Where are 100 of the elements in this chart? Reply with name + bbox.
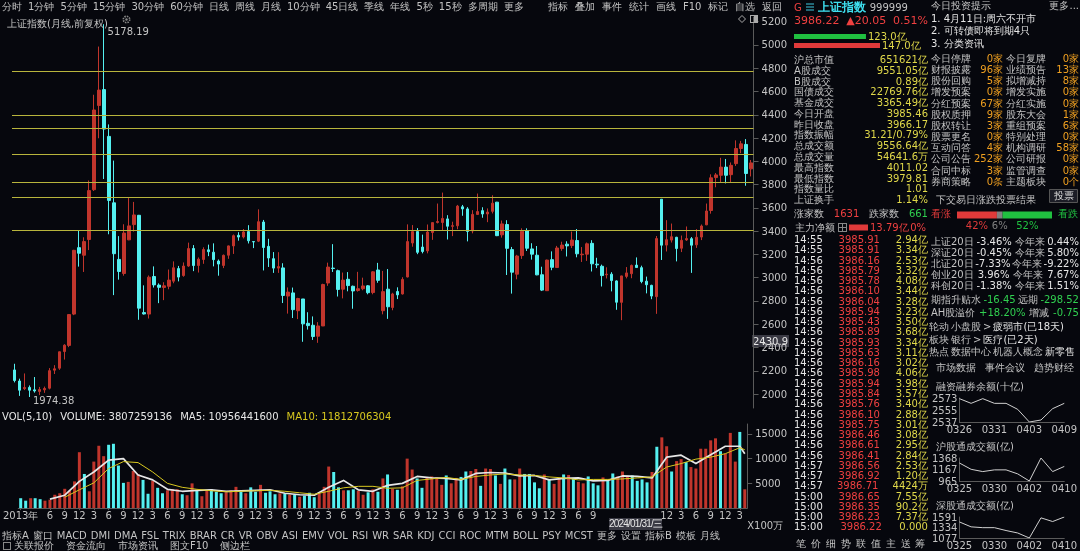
candlestick	[286, 286, 290, 315]
text: 1.14%	[896, 194, 928, 206]
text: 互动问答	[931, 142, 971, 154]
y-tick-label: 3200	[761, 248, 787, 260]
y-tick-label: 4600	[761, 85, 787, 97]
candlestick	[665, 219, 668, 252]
text: 医疗(已2天)	[983, 333, 1038, 346]
candlestick	[107, 123, 111, 235]
x-tick-label: 9	[61, 509, 68, 521]
text: 0条	[986, 175, 1003, 187]
bar	[102, 456, 106, 509]
bar	[283, 493, 287, 509]
candlestick	[411, 224, 414, 248]
candlestick	[625, 266, 628, 279]
text: 总成交量	[794, 151, 834, 163]
x-tick-label: 9	[237, 509, 245, 521]
candlestick	[237, 231, 240, 242]
text: 拟增减持	[1006, 75, 1046, 87]
text: F10	[683, 0, 702, 13]
candlestick	[451, 221, 454, 237]
bar	[635, 480, 639, 509]
x-tick-label: 0410	[1051, 539, 1077, 551]
candlestick	[33, 376, 36, 394]
text: 最低指数	[794, 172, 834, 185]
text: 14:56	[794, 398, 823, 410]
bar	[107, 444, 111, 509]
x-tick-label: 3	[90, 509, 98, 521]
candlestick	[376, 262, 380, 284]
x-tick-label: 3	[560, 509, 567, 521]
bar	[440, 484, 444, 509]
bar	[425, 477, 429, 509]
bar	[268, 491, 272, 509]
text: 0家	[1062, 86, 1079, 98]
text: 31.21/0.79%	[864, 129, 928, 141]
text: BOLL	[512, 530, 539, 541]
text: 指标A	[2, 530, 29, 541]
text: 0.89亿	[895, 75, 928, 87]
x-tick-label: 6	[222, 509, 230, 521]
annotation: 3985.91	[838, 234, 880, 245]
text: >	[973, 333, 982, 346]
bar	[259, 484, 263, 509]
x-tick-label: 6	[516, 509, 523, 521]
text: 国债成交	[794, 86, 834, 98]
text: 机器人概念	[993, 346, 1043, 359]
text: 资金流向	[66, 540, 106, 551]
text: VOLUME: 3807259136	[60, 411, 173, 423]
bar	[293, 494, 297, 509]
text: 返回	[762, 0, 783, 13]
text: 公司研报	[1006, 153, 1046, 165]
data-label: 13.79亿	[870, 222, 909, 233]
annotation: 3986.16	[838, 254, 880, 266]
candlestick	[232, 233, 235, 255]
text: 14:56	[794, 295, 823, 307]
x-tick-label: 0402	[1016, 482, 1043, 494]
text: 54641.6万	[876, 151, 928, 163]
text: 联	[855, 537, 866, 550]
text: 3.44亿	[895, 285, 928, 297]
text: 细	[826, 537, 837, 550]
bar	[43, 500, 47, 509]
text: CR	[220, 530, 235, 541]
text: 2. 可转债即将到期4只	[931, 25, 1032, 38]
x-tick-label: 3	[443, 509, 450, 521]
line-series	[958, 516, 1065, 539]
text: 1.01	[905, 183, 928, 195]
bar	[156, 487, 160, 509]
candlestick	[401, 276, 404, 296]
text: 4424万	[892, 480, 928, 492]
candlestick	[655, 235, 658, 315]
candlestick	[371, 270, 375, 295]
bar	[185, 495, 189, 509]
text: 股票更名	[931, 131, 971, 143]
text: 3.40亿	[895, 398, 928, 410]
bar	[542, 474, 546, 509]
text: 热点	[929, 346, 949, 359]
x-tick-label: 12	[366, 509, 380, 521]
y-tick-label: 2555	[932, 404, 958, 416]
bar	[547, 479, 551, 509]
text: 3家	[986, 164, 1003, 176]
bar	[606, 479, 610, 509]
y-tick-label: 1368	[932, 452, 958, 464]
text: 7.37亿	[895, 511, 928, 523]
text: 今日停牌	[931, 53, 971, 64]
bar	[430, 476, 434, 509]
bar	[400, 486, 404, 509]
text: 股权质押	[931, 108, 971, 120]
text: 3.98亿	[895, 377, 928, 389]
text: MTM	[485, 530, 509, 541]
bar	[596, 485, 600, 509]
text: 15分钟	[92, 0, 126, 13]
text: 今日开盘	[794, 107, 834, 119]
candlestick	[137, 214, 141, 321]
text: MACD	[56, 530, 87, 541]
candlestick	[43, 386, 46, 394]
text: 更多	[503, 0, 524, 13]
text: 14:56	[794, 408, 823, 420]
text: ROC	[459, 530, 482, 541]
candlestick	[650, 284, 653, 300]
text: 股权转让	[931, 119, 971, 132]
text: 9551.05亿	[876, 64, 928, 77]
text: 月线	[260, 0, 281, 13]
